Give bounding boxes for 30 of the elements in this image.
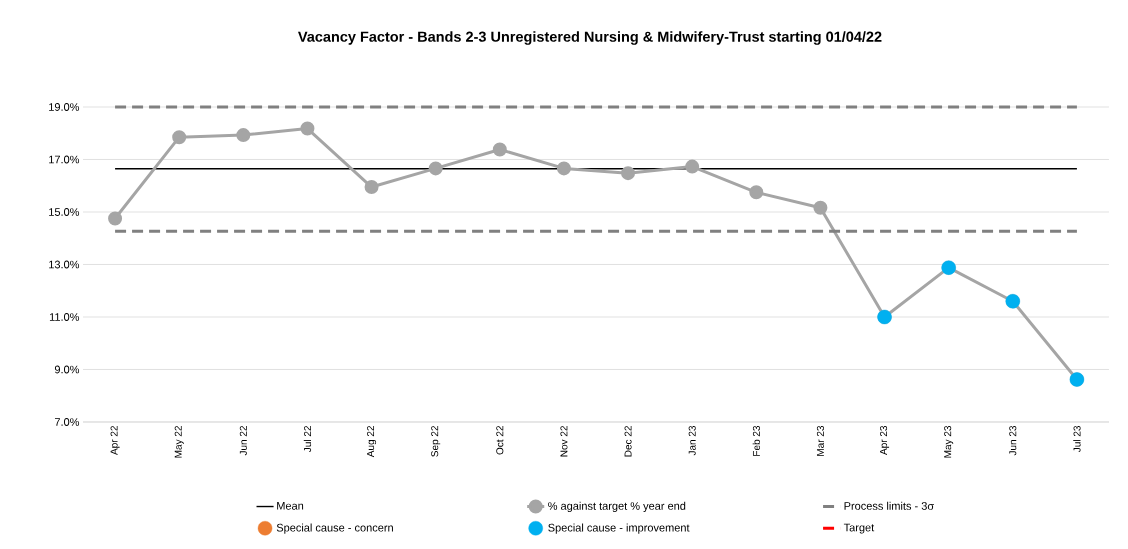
legend-label: % against target % year end [548, 501, 686, 513]
x-tick-label: Mar 23 [816, 425, 824, 456]
x-tick-label: Sep 22 [431, 426, 441, 457]
x-tick-label: Dec 22 [624, 426, 632, 457]
legend-label: Mean [277, 502, 304, 510]
x-tick-label: Apr 23 [880, 425, 890, 455]
legend-label: Target [843, 523, 875, 534]
x-tick-label: Jan 23 [688, 425, 696, 456]
y-tick-label: 9.0% [54, 365, 80, 374]
x-tick-label: Aug 22 [367, 426, 377, 458]
x-tick-label: Jun 22 [239, 426, 247, 456]
y-tick-label: 13.0% [49, 260, 80, 269]
x-tick-label: Feb 23 [752, 425, 760, 456]
y-tick-label: 7.0% [54, 418, 80, 426]
y-tick-label: 15.0% [49, 208, 80, 216]
chart-title: Vacancy Factor - Bands 2-3 Unregistered Nursing & Midwifery-Trust starting 01/04/22 [298, 31, 882, 45]
y-tick-label: 11.0% [49, 313, 80, 321]
x-tick-label: May 23 [944, 425, 954, 458]
x-tick-label: Jul 23 [1073, 425, 1081, 453]
x-tick-label: Jul 22 [303, 426, 312, 453]
x-tick-label: Nov 22 [560, 426, 568, 457]
x-tick-label: Apr 22 [110, 426, 120, 455]
x-tick-label: Jun 23 [1009, 425, 1017, 456]
y-tick-label: 19.0% [49, 103, 80, 111]
legend-label: Process limits - 3σ [844, 501, 934, 510]
legend-label: Special cause - improvement [548, 523, 690, 534]
x-tick-label: Oct 22 [496, 426, 504, 455]
x-tick-label: May 22 [174, 426, 184, 458]
legend-label: Special cause - concern [276, 523, 393, 534]
y-tick-label: 17.0% [49, 155, 80, 164]
